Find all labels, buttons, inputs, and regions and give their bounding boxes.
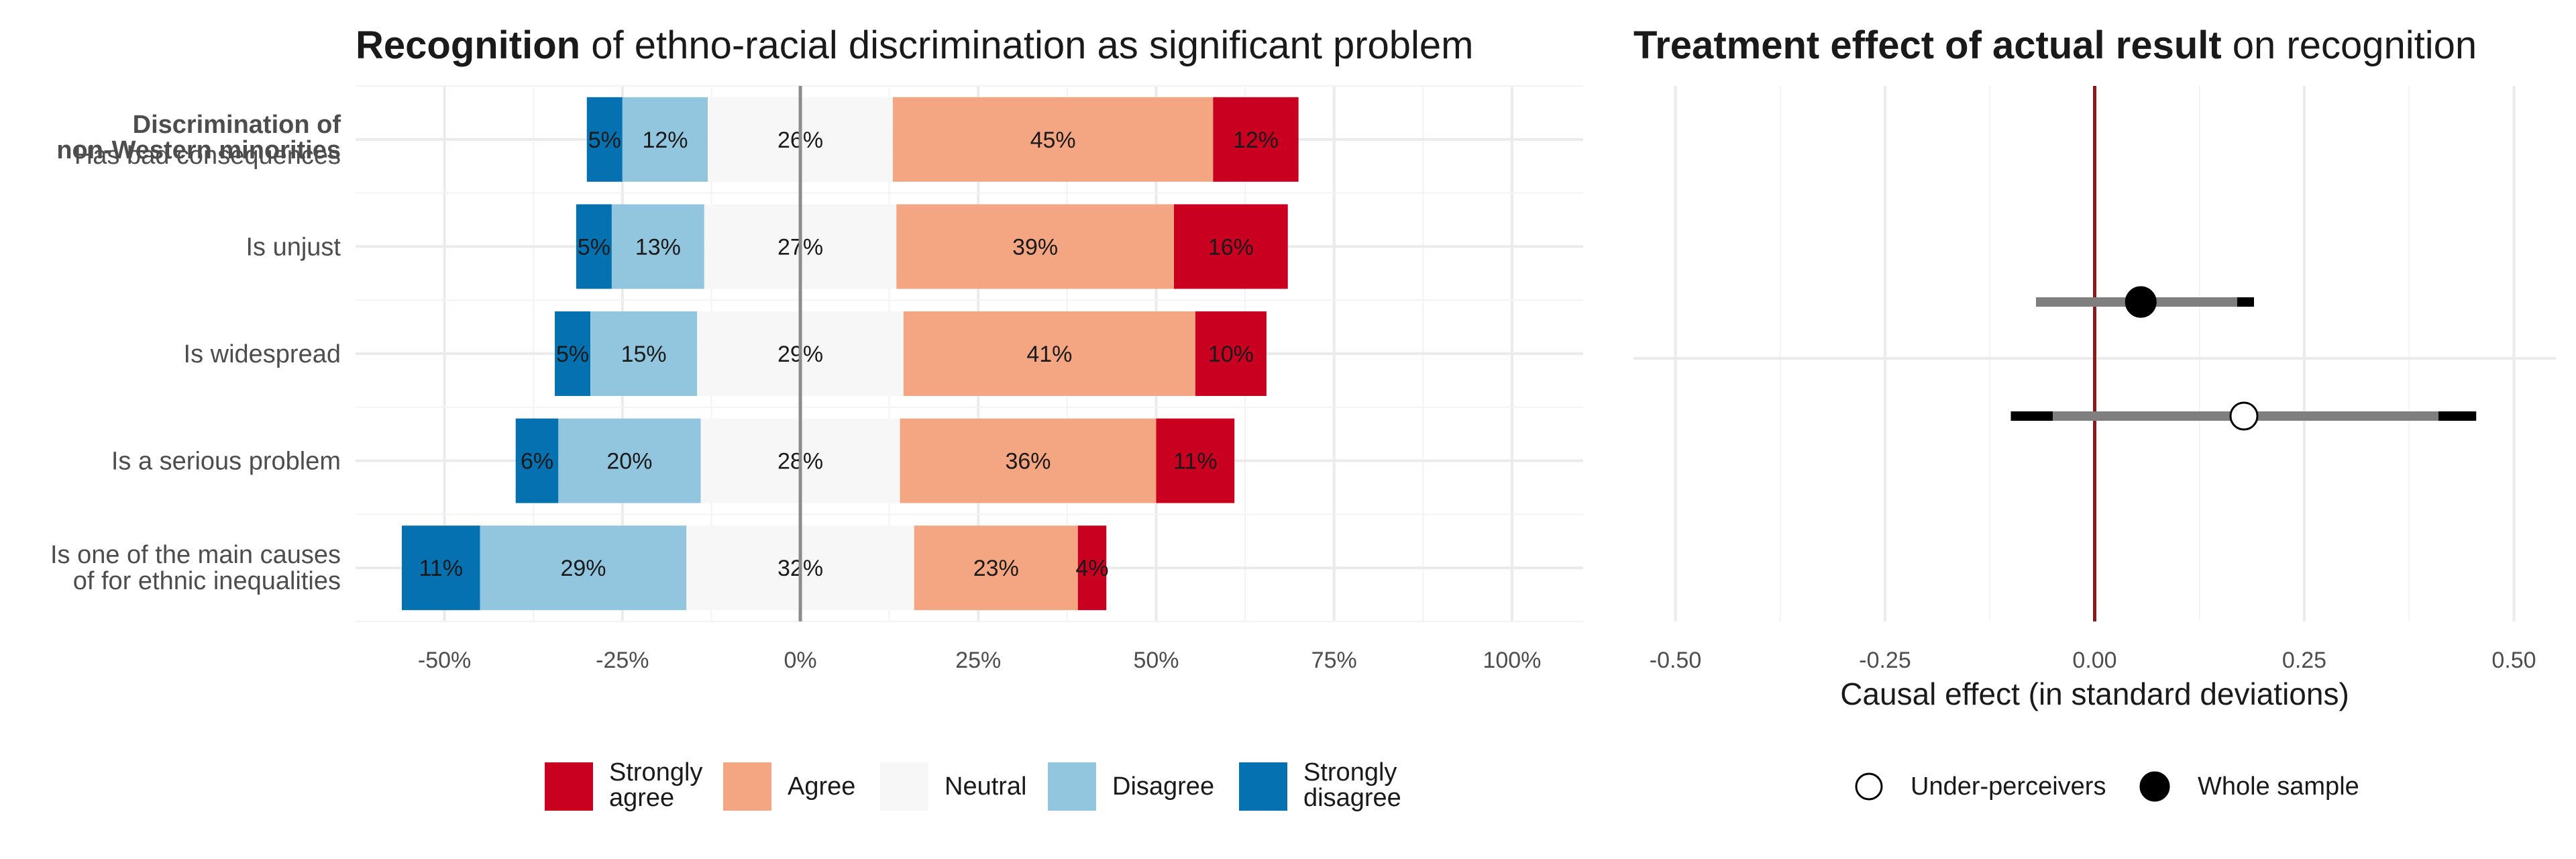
bar-value-label: 11% (419, 556, 464, 581)
bar-value-label: 12% (1233, 128, 1279, 153)
legend-label: Whole sample (2198, 772, 2359, 801)
chart-title-bold: Recognition (356, 23, 580, 67)
legend-swatch (545, 762, 593, 811)
legend-label: Neutral (945, 772, 1027, 801)
legend-swatch (1239, 762, 1287, 811)
chart-title: Treatment effect of actual result on rec… (1633, 23, 2477, 67)
bar-value-label: 23% (973, 556, 1019, 581)
bar-segment (892, 97, 1214, 182)
chart-title-rest: of ethno-racial discrimination as signif… (580, 23, 1473, 67)
point-estimate (2229, 401, 2259, 431)
bar-value-label: 12% (642, 128, 688, 153)
coef-chart: Treatment effect of actual result on rec… (1633, 23, 2556, 802)
bar-value-label: 20% (606, 449, 652, 474)
legend-label: agree (609, 784, 674, 812)
x-tick-label: -50% (418, 648, 471, 673)
bar-value-label: 6% (521, 449, 553, 474)
group-label: non-Western minorities (56, 136, 341, 164)
bar-value-label: 16% (1208, 234, 1254, 260)
bar-segment (914, 525, 1078, 611)
bar-segment (401, 525, 480, 611)
bar-value-label: 5% (556, 342, 589, 367)
x-tick-label: 50% (1133, 648, 1179, 673)
legend-label: Strongly (1303, 758, 1397, 787)
y-tick-label: Is widespread (184, 340, 341, 368)
x-tick-label: -0.25 (1859, 648, 1911, 673)
bar-segment (480, 525, 687, 611)
bar-value-label: 5% (588, 128, 621, 153)
bar-value-label: 11% (1173, 449, 1218, 474)
point-estimate (2125, 286, 2157, 318)
group-label: Discrimination of (133, 111, 341, 139)
legend-swatch (723, 762, 771, 811)
y-tick-label: of for ethnic inequalities (73, 567, 341, 595)
bar-segment (555, 311, 591, 396)
bar-value-label: 10% (1208, 342, 1254, 367)
x-tick-label: -25% (596, 648, 649, 673)
legend-label: Under-perceivers (1911, 772, 2106, 801)
y-tick-label: Has bad consequences (74, 142, 341, 170)
x-tick-label: 100% (1483, 648, 1541, 673)
bar-segment (622, 97, 708, 182)
x-tick-label: 25% (955, 648, 1001, 673)
bar-segment (896, 204, 1174, 289)
y-tick-label: Is one of the main causes (50, 541, 341, 569)
x-tick-label: -0.50 (1650, 648, 1702, 673)
estimates (2010, 286, 2477, 431)
bar-segment (1077, 525, 1107, 611)
legend-marker (1855, 772, 1883, 801)
bar-segment (586, 97, 623, 182)
bar-value-label: 41% (1026, 342, 1072, 367)
bar-value-label: 5% (578, 234, 610, 260)
bar-value-label: 15% (621, 342, 667, 367)
bar-segment (903, 311, 1195, 396)
x-tick-label: 0.00 (2072, 648, 2116, 673)
legend: Under-perceivers Whole sample (1855, 771, 2359, 802)
bar-segment (1156, 418, 1235, 503)
bar-segment (1174, 204, 1288, 289)
bar-segment (611, 204, 704, 289)
bar-value-label: 36% (1005, 449, 1051, 474)
legend-swatch (880, 762, 928, 811)
bar-value-label: 39% (1012, 234, 1058, 260)
bar-segment (576, 204, 612, 289)
bar-segment (558, 418, 701, 503)
legend-marker (2139, 771, 2170, 802)
chart-title: Recognition of ethno-racial discriminati… (356, 23, 1474, 67)
legend-swatch (1048, 762, 1096, 811)
chart-title-rest: on recognition (2222, 23, 2477, 67)
x-tick-label: 0.50 (2491, 648, 2536, 673)
bar-value-label: 4% (1075, 556, 1108, 581)
legend-label: disagree (1303, 784, 1401, 812)
chart-title-bold: Treatment effect of actual result (1633, 23, 2222, 67)
x-axis-label: Causal effect (in standard deviations) (1840, 676, 2349, 711)
legend-label: Strongly (609, 758, 702, 787)
bar-segment (1213, 97, 1299, 182)
legend-label: Disagree (1112, 772, 1214, 801)
x-tick-label: 0.25 (2282, 648, 2326, 673)
x-tick-label: 0% (784, 648, 816, 673)
bar-value-label: 13% (635, 234, 681, 260)
bar-value-label: 29% (560, 556, 606, 581)
y-tick-label: Is a serious problem (111, 448, 341, 476)
legend-label: Agree (788, 772, 855, 801)
bar-segment (1195, 311, 1267, 396)
bar-segment (515, 418, 559, 503)
x-tick-label: 75% (1311, 648, 1357, 673)
bar-segment (900, 418, 1157, 503)
likert-chart: Recognition of ethno-racial discriminati… (50, 23, 1583, 812)
y-tick-label: Is unjust (246, 233, 341, 261)
bar-segment (590, 311, 698, 396)
bar-value-label: 45% (1030, 128, 1076, 153)
